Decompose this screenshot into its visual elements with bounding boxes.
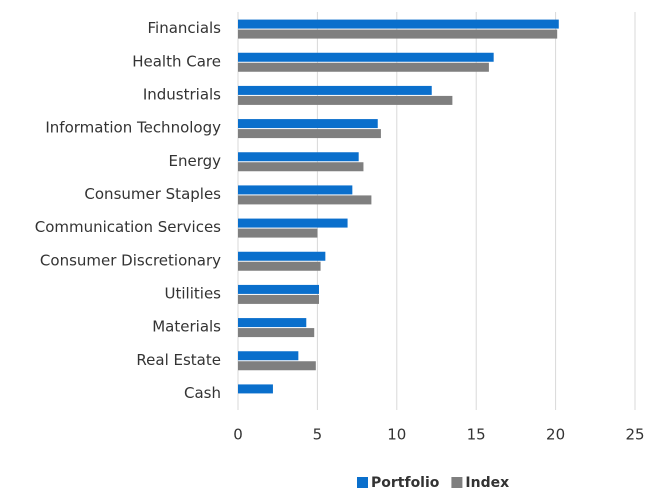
x-tick-label: 0 bbox=[233, 426, 243, 444]
legend-swatch bbox=[451, 477, 463, 488]
y-tick-label: Utilities bbox=[165, 284, 222, 302]
bar bbox=[238, 351, 299, 361]
bar bbox=[238, 228, 318, 238]
bar bbox=[238, 195, 372, 205]
bar bbox=[238, 261, 321, 271]
x-tick-label: 20 bbox=[546, 426, 565, 444]
bar bbox=[238, 52, 494, 62]
bar bbox=[238, 185, 353, 195]
bar bbox=[238, 62, 489, 72]
bar bbox=[238, 95, 453, 105]
y-tick-label: Cash bbox=[184, 384, 221, 402]
x-tick-label: 25 bbox=[625, 426, 644, 444]
bar bbox=[238, 384, 273, 394]
y-tick-label: Materials bbox=[152, 318, 221, 336]
x-tick-label: 10 bbox=[387, 426, 406, 444]
bar bbox=[238, 328, 315, 338]
bar bbox=[238, 129, 381, 139]
bar bbox=[238, 19, 559, 29]
y-tick-label: Consumer Staples bbox=[84, 185, 221, 203]
y-tick-label: Health Care bbox=[132, 52, 221, 70]
bar bbox=[238, 361, 316, 371]
bar bbox=[238, 162, 364, 172]
bar bbox=[238, 284, 319, 294]
y-tick-label: Industrials bbox=[143, 85, 221, 103]
bar bbox=[238, 318, 307, 328]
y-tick-label: Consumer Discretionary bbox=[40, 251, 221, 269]
bar bbox=[238, 294, 319, 304]
bar bbox=[238, 218, 348, 228]
x-tick-label: 15 bbox=[467, 426, 486, 444]
y-tick-label: Communication Services bbox=[35, 218, 221, 236]
y-tick-label: Information Technology bbox=[45, 119, 221, 137]
y-tick-label: Financials bbox=[148, 19, 222, 37]
x-tick-label: 5 bbox=[313, 426, 323, 444]
legend-label: Index bbox=[465, 475, 509, 491]
legend-label: Portfolio bbox=[371, 475, 440, 491]
y-tick-label: Real Estate bbox=[136, 351, 221, 369]
bar bbox=[238, 251, 326, 261]
bar bbox=[238, 119, 378, 129]
bar bbox=[238, 29, 558, 39]
bar bbox=[238, 152, 359, 162]
legend-swatch bbox=[357, 477, 368, 488]
y-tick-label: Energy bbox=[168, 152, 221, 170]
bar bbox=[238, 85, 432, 95]
